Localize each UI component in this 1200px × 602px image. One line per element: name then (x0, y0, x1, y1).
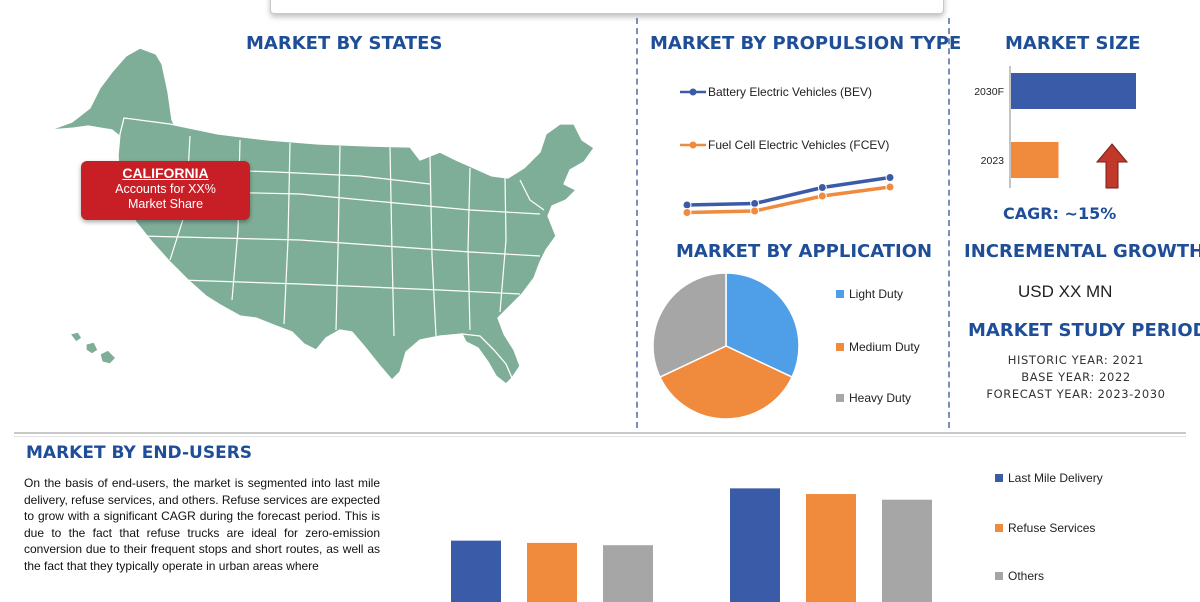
incremental-growth-value: USD XX MN (1018, 282, 1113, 301)
forecast-year: FORECAST YEAR: 2023-2030 (986, 387, 1166, 401)
map-hawaii (69, 331, 117, 365)
legend-label: Refuse Services (1008, 521, 1096, 535)
callout-line-1: Accounts for XX% (115, 182, 216, 196)
end-users-description: On the basis of end-users, the market is… (24, 476, 380, 573)
legend-swatch-refuse (995, 524, 1003, 532)
series-line-1 (686, 185, 891, 215)
enduser-bar-2-0 (603, 545, 653, 602)
divider-propulsion-size (948, 18, 950, 428)
point-0-2 (817, 183, 827, 192)
enduser-bar-0-1 (730, 488, 780, 602)
point-0-3 (885, 173, 895, 182)
legend-swatch-medium-duty (836, 343, 844, 351)
historic-year: HISTORIC YEAR: 2021 (1007, 353, 1145, 367)
legend-swatch-heavy-duty (836, 394, 844, 402)
map-florida (461, 333, 513, 385)
base-year: BASE YEAR: 2022 (1021, 370, 1131, 384)
legend-label-bev: Battery Electric Vehicles (BEV) (708, 85, 872, 99)
size-bar-2023 (1011, 142, 1059, 178)
legend-swatch-light-duty (836, 290, 844, 298)
legend-label: Medium Duty (849, 340, 920, 354)
market-size-bar-chart: 2030F 2023 (974, 66, 1136, 188)
legend-label: Others (1008, 569, 1045, 583)
heading-incremental-growth: INCREMENTAL GROWTH (964, 241, 1200, 262)
point-1-0 (682, 208, 692, 217)
point-1-3 (885, 182, 895, 192)
heading-market-by-propulsion: MARKET BY PROPULSION TYPE (650, 33, 962, 54)
pie-legend-light-duty: Light Duty (836, 287, 903, 301)
enduser-bar-2-1 (882, 499, 932, 602)
legend-label: Light Duty (849, 287, 904, 301)
enduser-legend-last-mile: Last Mile Delivery (995, 471, 1103, 485)
enduser-bar-1-0 (527, 542, 577, 602)
us-map (49, 47, 595, 385)
heading-market-by-end-users: MARKET BY END-USERS (26, 443, 253, 463)
legend-swatch-others (995, 572, 1003, 580)
propulsion-line-chart: Battery Electric Vehicles (BEV) Fuel Cell… (680, 85, 895, 217)
heading-market-study-period: MARKET STUDY PERIOD (968, 320, 1200, 341)
callout-line-2: Market Share (127, 197, 204, 211)
point-1-2 (817, 191, 827, 201)
divider-states-propulsion (636, 18, 638, 428)
pie-slice-light-duty (725, 272, 800, 379)
series-line-0 (686, 175, 891, 207)
california-callout: CALIFORNIA Accounts for XX% Market Share (81, 161, 250, 220)
size-tick-label: 2023 (981, 155, 1005, 167)
section-divider (14, 432, 1186, 434)
enduser-bar-1-1 (806, 494, 856, 602)
up-arrow-icon (1095, 143, 1129, 189)
point-0-1 (750, 199, 760, 208)
size-tick-label: 2030F (974, 86, 1004, 98)
enduser-bar-0-0 (451, 540, 501, 602)
heading-market-by-states: MARKET BY STATES (246, 33, 443, 54)
section-divider-inner (14, 436, 1186, 437)
legend-swatch-last-mile (995, 474, 1003, 482)
application-pie-chart (652, 272, 800, 420)
legend-label: Last Mile Delivery (1008, 471, 1103, 485)
legend-label: Heavy Duty (849, 391, 912, 405)
top-banner-frame (270, 0, 944, 14)
point-0-0 (682, 200, 692, 210)
enduser-legend-refuse: Refuse Services (995, 521, 1095, 535)
end-users-bar-chart (451, 488, 932, 602)
legend-label-fcev: Fuel Cell Electric Vehicles (FCEV) (708, 138, 889, 152)
point-1-1 (750, 206, 760, 216)
heading-market-by-application: MARKET BY APPLICATION (676, 241, 933, 262)
legend-marker-bev (689, 88, 697, 96)
heading-market-size: MARKET SIZE (1005, 33, 1141, 54)
callout-state-name: CALIFORNIA (122, 165, 209, 181)
pie-slice-heavy-duty (652, 272, 727, 379)
legend-marker-fcev (689, 141, 697, 149)
cagr-value: CAGR: ~15% (1003, 204, 1117, 223)
pie-legend-heavy-duty: Heavy Duty (836, 391, 911, 405)
enduser-legend-others: Others (995, 569, 1044, 583)
size-bar-2030F (1011, 73, 1136, 109)
pie-legend-medium-duty: Medium Duty (836, 340, 920, 354)
pie-slice-medium-duty (658, 345, 794, 420)
